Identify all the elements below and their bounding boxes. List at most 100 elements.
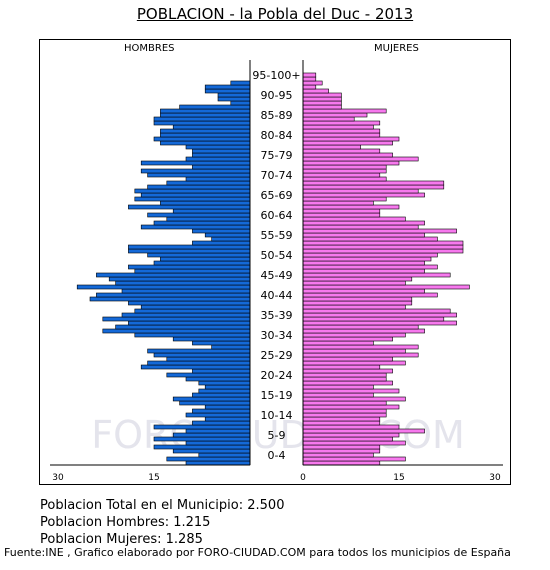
bar-hombres [172, 432, 251, 438]
bar-hombres [160, 200, 251, 206]
watermark-text: FORO-CIUDAD.COM [91, 413, 465, 457]
bar-mujeres [302, 184, 445, 190]
bar-hombres [128, 248, 251, 254]
bar-mujeres [302, 432, 400, 438]
bar-hombres [172, 336, 251, 342]
bar-hombres [204, 88, 251, 94]
bar-mujeres [302, 312, 457, 318]
bar-hombres [121, 312, 251, 318]
bar-mujeres [302, 408, 387, 414]
bar-hombres [160, 128, 251, 134]
bar-hombres [153, 352, 251, 358]
bar-hombres [198, 380, 251, 386]
bar-mujeres [302, 208, 381, 214]
bar-mujeres [302, 108, 387, 114]
bar-hombres [134, 188, 251, 194]
bar-hombres [192, 164, 251, 170]
age-group-label: 75-79 [261, 149, 293, 162]
age-group-label: 30-34 [261, 329, 293, 342]
bar-hombres [153, 120, 251, 126]
bar-hombres [192, 408, 251, 414]
bar-hombres [192, 368, 251, 374]
bar-hombres [192, 228, 251, 234]
bar-hombres [192, 420, 251, 426]
bar-hombres [160, 256, 251, 262]
bar-mujeres [302, 420, 381, 426]
age-group-label: 60-64 [261, 209, 293, 222]
bar-hombres [96, 292, 251, 298]
bar-hombres [102, 316, 251, 322]
bar-mujeres [302, 284, 470, 290]
bar-mujeres [302, 276, 413, 282]
bar-hombres [166, 456, 251, 462]
bar-mujeres [302, 156, 419, 162]
bar-hombres [147, 360, 251, 366]
bar-mujeres [302, 404, 400, 410]
bar-mujeres [302, 236, 438, 242]
bar-mujeres [302, 72, 317, 78]
bar-hombres [185, 460, 251, 466]
bar-mujeres [302, 176, 387, 182]
bar-mujeres [302, 352, 419, 358]
bar-hombres [204, 84, 251, 90]
x-tick-label: 30 [52, 473, 64, 483]
bar-mujeres [302, 412, 387, 418]
bar-hombres [192, 392, 251, 398]
bar-mujeres [302, 300, 413, 306]
bar-hombres [192, 148, 251, 154]
bar-mujeres [302, 92, 342, 98]
bar-hombres [172, 124, 251, 130]
bar-mujeres [302, 456, 406, 462]
bar-hombres [153, 436, 251, 442]
bar-hombres [140, 192, 251, 198]
bar-mujeres [302, 204, 400, 210]
bar-mujeres [302, 332, 406, 338]
bar-hombres [185, 440, 251, 446]
bar-mujeres [302, 372, 387, 378]
bar-hombres [160, 112, 251, 118]
age-group-label: 65-69 [261, 189, 293, 202]
bar-mujeres [302, 396, 406, 402]
bar-hombres [128, 204, 251, 210]
mujeres-label: MUJERES [374, 43, 419, 54]
bar-mujeres [302, 292, 438, 298]
bar-hombres [128, 320, 251, 326]
bar-hombres [217, 92, 251, 98]
bar-hombres [147, 348, 251, 354]
bar-hombres [153, 136, 251, 142]
bar-hombres [96, 272, 251, 278]
age-group-label: 50-54 [261, 249, 293, 262]
bar-hombres [134, 196, 251, 202]
age-group-label: 25-29 [261, 349, 293, 362]
bar-mujeres [302, 224, 419, 230]
bar-hombres [166, 372, 251, 378]
bar-hombres [230, 100, 251, 106]
bar-mujeres [302, 76, 317, 82]
age-group-label: 80-84 [261, 129, 293, 142]
bar-mujeres [302, 256, 432, 262]
stat-hombres: Poblacion Hombres: 1.215 [40, 515, 211, 530]
bar-hombres [211, 344, 251, 350]
age-group-label: 70-74 [261, 169, 293, 182]
age-group-label: 15-19 [261, 389, 293, 402]
bar-hombres [140, 224, 251, 230]
bar-mujeres [302, 140, 393, 146]
bar-mujeres [302, 84, 317, 90]
bar-mujeres [302, 380, 393, 386]
bar-mujeres [302, 336, 393, 342]
age-group-label: 95-100+ [252, 69, 300, 82]
bar-hombres [147, 252, 251, 258]
bar-hombres [140, 160, 251, 166]
age-group-label: 0-4 [268, 449, 286, 462]
age-group-label: 10-14 [261, 409, 293, 422]
stat-mujeres: Poblacion Mujeres: 1.285 [40, 532, 203, 547]
bar-hombres [230, 80, 251, 86]
bar-mujeres [302, 228, 457, 234]
bar-mujeres [302, 200, 374, 206]
bar-hombres [140, 364, 251, 370]
bar-mujeres [302, 272, 451, 278]
bar-mujeres [302, 264, 438, 270]
bar-mujeres [302, 112, 368, 118]
bar-mujeres [302, 124, 374, 130]
